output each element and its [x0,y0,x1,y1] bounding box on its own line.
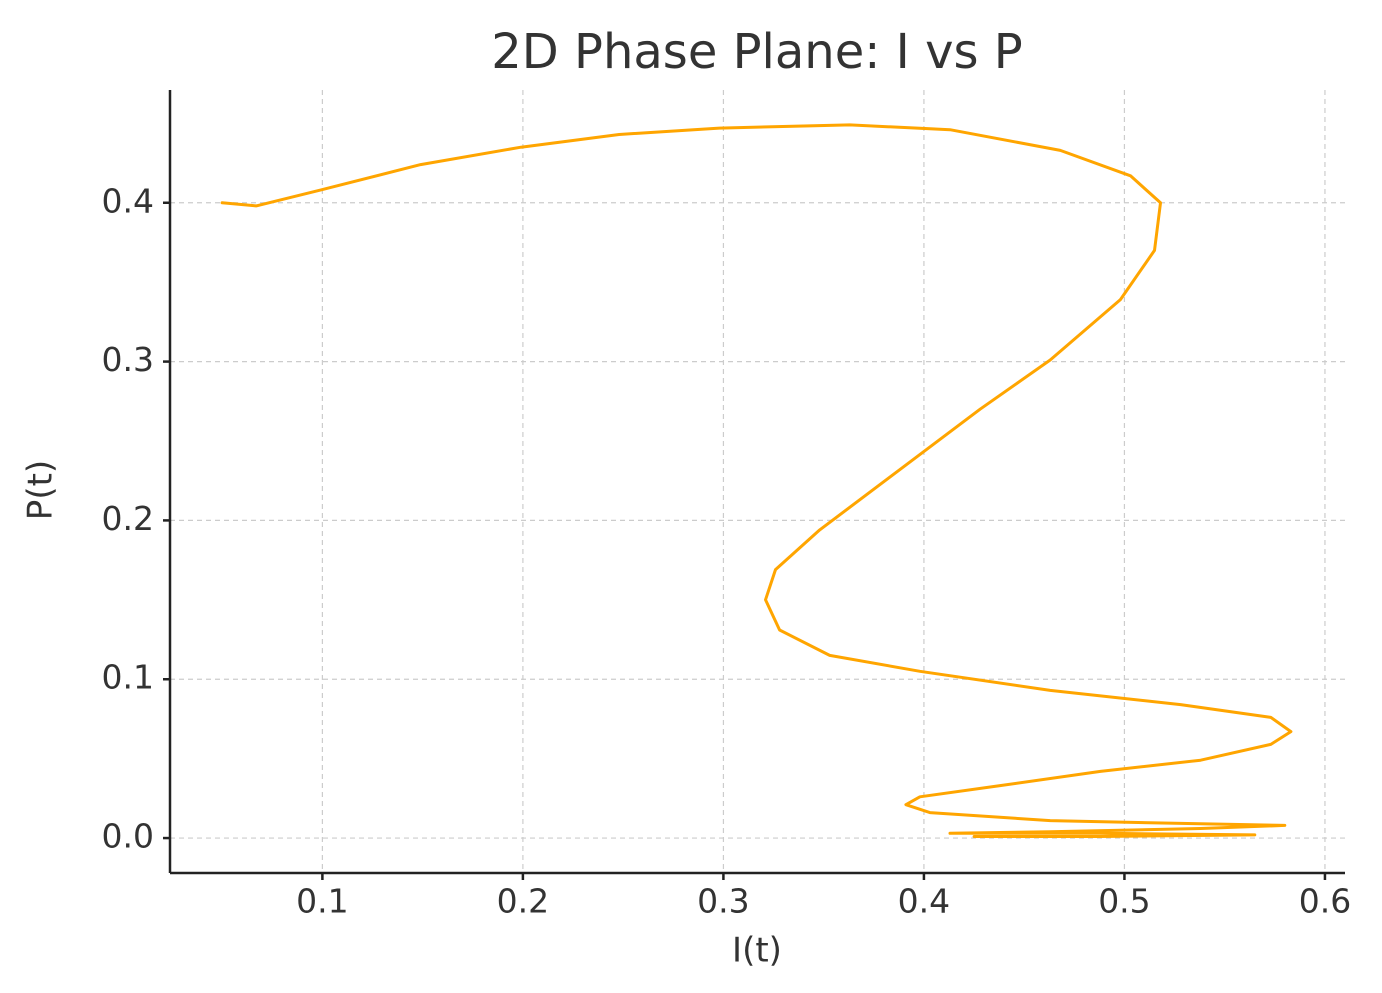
chart-title: 2D Phase Plane: I vs P [491,24,1022,80]
x-tick-label: 0.3 [697,882,749,921]
y-axis-label: P(t) [21,460,61,520]
y-tick-label: 0.3 [102,340,154,379]
y-tick-label: 0.2 [102,499,154,538]
x-tick-label: 0.4 [898,882,950,921]
x-tick-label: 0.2 [497,882,549,921]
x-tick-label: 0.6 [1299,882,1351,921]
y-tick-label: 0.4 [102,181,154,220]
y-tick-label: 0.0 [102,817,154,856]
x-tick-label: 0.5 [1098,882,1150,921]
x-axis-label: I(t) [732,931,782,971]
x-tick-label: 0.1 [296,882,348,921]
data-line [220,123,1293,838]
y-tick-label: 0.1 [102,658,154,697]
